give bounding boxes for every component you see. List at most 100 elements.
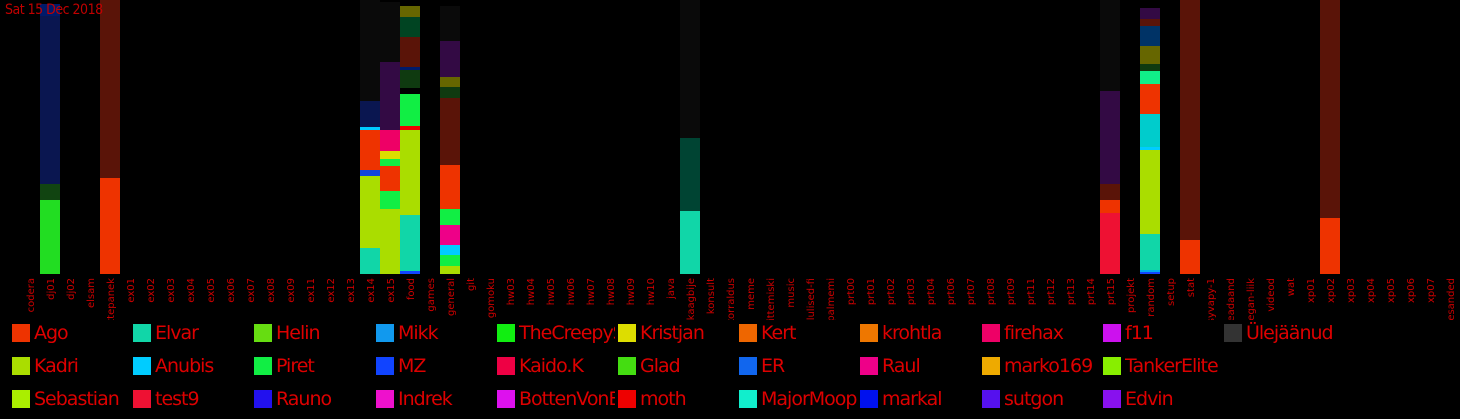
x-tick-label-18: ex15 [386,278,397,303]
x-tick-label-43: prt02 [886,278,897,305]
x-tick-label-11: ex07 [246,278,257,303]
x-tick-label-20: games [426,278,437,312]
legend-label: Rauno [276,388,332,410]
bar-segment-ex14-6 [360,0,380,101]
x-tick-label-51: prt12 [1046,278,1057,305]
legend-item-23: Rauno [254,388,372,410]
legend-swatch [739,324,757,342]
x-tick-label-31: hw10 [646,278,657,305]
bar-segment-general-5 [440,165,460,209]
bar-segment-ex15-3 [380,159,400,166]
bar-segment-kaagbije-2 [680,0,700,138]
x-tick-label-48: prt08 [986,278,997,305]
x-tick-label-62: videod [1266,278,1277,312]
x-tick-label-59: syvapy-1 [1206,278,1217,320]
bar-segment-general-3 [440,225,460,245]
x-tick-label-16: ex13 [346,278,357,303]
date-label: Sat 15 Dec 2018 [5,2,103,18]
legend-label: f11 [1125,322,1154,344]
legend-label: BottenVonBot [519,388,615,410]
legend-swatch [860,357,878,375]
x-axis-labels: codera dj01 dj02 elsam ettepanek ex01 ex02 ex03… [26,278,1457,320]
legend-label: Edvin [1125,388,1174,410]
legend-swatch [133,390,151,408]
legend-swatch [982,357,1000,375]
x-tick-label-34: konsult [706,278,717,314]
legend-swatch [254,390,272,408]
x-tick-label-35: korraldus [726,278,737,320]
bar-segment-food-7 [400,67,420,70]
x-tick-label-2: dj02 [66,278,77,300]
bar-segment-random-10 [1140,26,1160,46]
legend-swatch [618,357,636,375]
x-tick-label-61: vegan-liik [1246,278,1257,320]
x-tick-label-57: setup [1166,278,1177,306]
legend-label: TheCreepySheep [519,322,615,344]
x-tick-label-4: ettepanek [106,278,117,320]
legend-swatch [376,324,394,342]
x-tick-label-30: hw09 [626,278,637,305]
bar-segment-random-8 [1140,64,1160,71]
bar-segment-dj01-0 [40,200,60,274]
bars-group [40,0,1340,274]
bar-segment-ex15-4 [380,151,400,159]
x-tick-label-46: prt06 [946,278,957,305]
bar-segment-dj01-1 [40,184,60,200]
legend-swatch [982,324,1000,342]
x-tick-label-7: ex03 [166,278,177,303]
legend-label: Mikk [398,322,439,344]
legend-item-17: ER [739,355,857,377]
x-tick-label-19: food [406,278,417,300]
bar-segment-ex14-5 [360,101,380,127]
bar-segment-ex15-7 [380,2,400,62]
legend-swatch [133,357,151,375]
x-tick-label-54: prt15 [1106,278,1117,305]
bar-segment-dj01-2 [40,16,60,184]
legend-swatch [12,324,30,342]
x-tick-label-13: ex09 [286,278,297,303]
legend-item-15: Kaido.K [497,355,615,377]
legend: Ago Elvar Helin Mikk TheCreepySheep Kristjan K… [12,322,1452,418]
bar-segment-xp02-1 [1320,0,1340,218]
legend-item-21: Sebastian [12,388,130,410]
x-tick-label-58: stat [1186,278,1197,297]
legend-swatch [1224,324,1242,342]
legend-label: Ülejäänud [1246,322,1334,344]
legend-item-3: Mikk [376,322,494,344]
bar-segment-random-9 [1140,46,1160,64]
legend-label: Glad [640,355,681,377]
bar-segment-random-11 [1140,19,1160,26]
legend-item-8: firehax [982,322,1100,344]
bar-segment-ex15-5 [380,130,400,151]
legend-item-2: Helin [254,322,372,344]
x-tick-label-14: ex11 [306,278,317,303]
bar-segment-ettepanek-0 [100,178,120,274]
bar-segment-stat-1 [1180,0,1200,240]
bar-segment-food-10 [400,6,420,17]
legend-item-1: Elvar [133,322,251,344]
legend-swatch [1103,324,1121,342]
legend-item-11: Kadri [12,355,130,377]
x-tick-label-25: hw04 [526,278,537,305]
x-tick-label-29: hw08 [606,278,617,305]
legend-swatch [860,324,878,342]
legend-item-10: Ülejäänud [1224,322,1342,344]
bar-segment-kaagbije-0 [680,211,700,274]
legend-item-0: Ago [12,322,130,344]
bar-segment-food-9 [400,17,420,37]
x-tick-label-22: git [466,278,477,291]
x-tick-label-32: java [666,278,677,300]
legend-swatch [1103,390,1121,408]
legend-item-22: test9 [133,388,251,410]
bar-segment-prt15-0 [1100,213,1120,274]
x-tick-label-27: hw06 [566,278,577,305]
legend-item-9: f11 [1103,322,1221,344]
x-tick-label-6: ex02 [146,278,157,303]
bar-segment-ex15-0 [380,209,400,274]
bar-segment-ex14-3 [360,130,380,170]
legend-label: Elvar [155,322,199,344]
legend-item-6: Kert [739,322,857,344]
bar-segment-food-8 [400,37,420,67]
x-tick-label-40: palmemi [826,278,837,320]
x-tick-label-63: wat [1286,278,1297,296]
